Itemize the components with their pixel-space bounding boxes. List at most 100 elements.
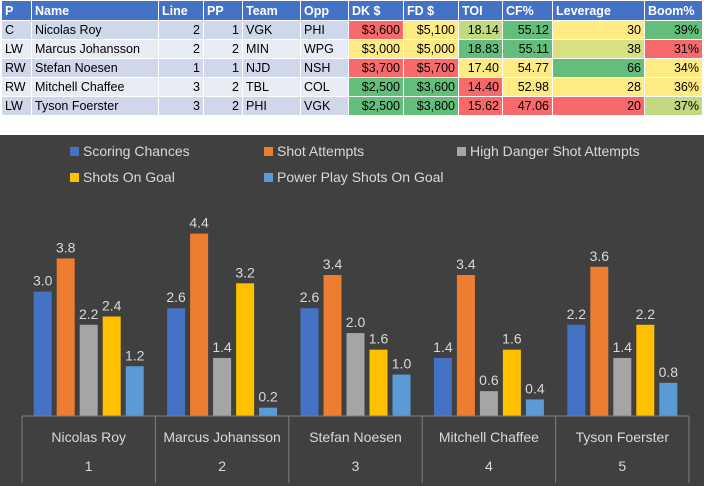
cell-cf-percent[interactable]: 52.98 (502, 77, 553, 97)
cell-player-name[interactable]: Stefan Noesen (31, 58, 159, 78)
cell-pp[interactable]: 2 (203, 39, 243, 59)
cell-fd-salary[interactable]: $3,600 (403, 77, 459, 97)
cell-position[interactable]: LW (1, 39, 32, 59)
cell-team[interactable]: NJD (242, 58, 301, 78)
legend-swatch (457, 147, 466, 156)
cell-leverage[interactable]: 30 (552, 20, 645, 40)
category-index-label: 2 (218, 458, 226, 474)
cell-boom-percent[interactable]: 37% (644, 96, 703, 116)
cell-opponent[interactable]: PHI (300, 20, 349, 40)
header-leverage[interactable]: Leverage (552, 0, 645, 21)
cell-toi[interactable]: 18.14 (458, 20, 503, 40)
legend-label: Scoring Chances (83, 143, 190, 159)
bar (125, 366, 144, 416)
category-index-label: 5 (618, 458, 626, 474)
cell-dk-salary[interactable]: $2,500 (348, 77, 404, 97)
header-line[interactable]: Line (158, 0, 204, 21)
cell-pp[interactable]: 2 (203, 77, 243, 97)
cell-dk-salary[interactable]: $3,000 (348, 39, 404, 59)
legend-label: Shots On Goal (83, 169, 175, 185)
cell-position[interactable]: RW (1, 77, 32, 97)
header-p[interactable]: P (1, 0, 32, 21)
cell-dk-salary[interactable]: $2,500 (348, 96, 404, 116)
cell-player-name[interactable]: Mitchell Chaffee (31, 77, 159, 97)
cell-team[interactable]: TBL (242, 77, 301, 97)
cell-dk-salary[interactable]: $3,600 (348, 20, 404, 40)
cell-leverage[interactable]: 66 (552, 58, 645, 78)
bar (567, 324, 586, 416)
bar (369, 349, 388, 416)
cell-line[interactable]: 3 (158, 96, 204, 116)
cell-line[interactable]: 2 (158, 20, 204, 40)
cell-opponent[interactable]: COL (300, 77, 349, 97)
cell-cf-percent[interactable]: 55.11 (502, 39, 553, 59)
cell-toi[interactable]: 18.83 (458, 39, 503, 59)
cell-cf-percent[interactable]: 47.06 (502, 96, 553, 116)
header-toi[interactable]: TOI (458, 0, 503, 21)
cell-pp[interactable]: 1 (203, 58, 243, 78)
cell-pp[interactable]: 2 (203, 96, 243, 116)
header-dk[interactable]: DK $ (348, 0, 404, 21)
cell-boom-percent[interactable]: 34% (644, 58, 703, 78)
header-opp[interactable]: Opp (300, 0, 349, 21)
table-row: LW Marcus Johansson 2 2 MIN WPG $3,000 $5,000 18… (1, 39, 703, 59)
table-row: C Nicolas Roy 2 1 VGK PHI $3,600 $5,100 18.14 55.… (1, 20, 703, 40)
cell-player-name[interactable]: Tyson Foerster (31, 96, 159, 116)
cell-leverage[interactable]: 20 (552, 96, 645, 116)
header-cf[interactable]: CF% (502, 0, 553, 21)
cell-team[interactable]: VGK (242, 20, 301, 40)
cell-fd-salary[interactable]: $5,700 (403, 58, 459, 78)
cell-toi[interactable]: 17.40 (458, 58, 503, 78)
bar (636, 324, 655, 416)
cell-team[interactable]: MIN (242, 39, 301, 59)
header-pp[interactable]: PP (203, 0, 243, 21)
bar (236, 283, 255, 416)
table-row: RW Mitchell Chaffee 3 2 TBL COL $2,500 $3,600 14… (1, 77, 703, 97)
cell-toi[interactable]: 14.40 (458, 77, 503, 97)
cell-player-name[interactable]: Marcus Johansson (31, 39, 159, 59)
category-index-label: 3 (352, 458, 360, 474)
cell-team[interactable]: PHI (242, 96, 301, 116)
cell-boom-percent[interactable]: 39% (644, 20, 703, 40)
cell-line[interactable]: 2 (158, 39, 204, 59)
bar (502, 349, 521, 416)
data-label: 2.2 (636, 306, 656, 322)
header-fd[interactable]: FD $ (403, 0, 459, 21)
cell-toi[interactable]: 15.62 (458, 96, 503, 116)
cell-opponent[interactable]: WPG (300, 39, 349, 59)
cell-cf-percent[interactable]: 54.77 (502, 58, 553, 78)
bar (479, 391, 498, 416)
cell-fd-salary[interactable]: $3,800 (403, 96, 459, 116)
cell-position[interactable]: LW (1, 96, 32, 116)
data-label: 2.2 (79, 306, 99, 322)
legend-item: Shot Attempts (264, 143, 364, 159)
cell-boom-percent[interactable]: 31% (644, 39, 703, 59)
cell-fd-salary[interactable]: $5,100 (403, 20, 459, 40)
header-team[interactable]: Team (242, 0, 301, 21)
cell-dk-salary[interactable]: $3,700 (348, 58, 404, 78)
cell-position[interactable]: RW (1, 58, 32, 78)
bar (392, 374, 411, 416)
cell-leverage[interactable]: 28 (552, 77, 645, 97)
cell-fd-salary[interactable]: $5,000 (403, 39, 459, 59)
cell-cf-percent[interactable]: 55.12 (502, 20, 553, 40)
cell-pp[interactable]: 1 (203, 20, 243, 40)
cell-opponent[interactable]: VGK (300, 96, 349, 116)
cell-boom-percent[interactable]: 36% (644, 77, 703, 97)
cell-position[interactable]: C (1, 20, 32, 40)
data-label: 0.6 (479, 372, 499, 388)
header-name[interactable]: Name (31, 0, 159, 21)
category-index-label: 1 (85, 458, 93, 474)
cell-line[interactable]: 1 (158, 58, 204, 78)
cell-line[interactable]: 3 (158, 77, 204, 97)
chart-background (0, 135, 704, 486)
data-label: 1.0 (392, 356, 412, 372)
player-table: P Name Line PP Team Opp DK $ FD $ TOI CF… (1, 0, 703, 116)
cell-opponent[interactable]: NSH (300, 58, 349, 78)
cell-leverage[interactable]: 38 (552, 39, 645, 59)
legend-swatch (70, 173, 79, 182)
legend-item: Scoring Chances (70, 143, 190, 159)
cell-player-name[interactable]: Nicolas Roy (31, 20, 159, 40)
data-label: 3.4 (323, 256, 343, 272)
header-boom[interactable]: Boom% (644, 0, 703, 21)
